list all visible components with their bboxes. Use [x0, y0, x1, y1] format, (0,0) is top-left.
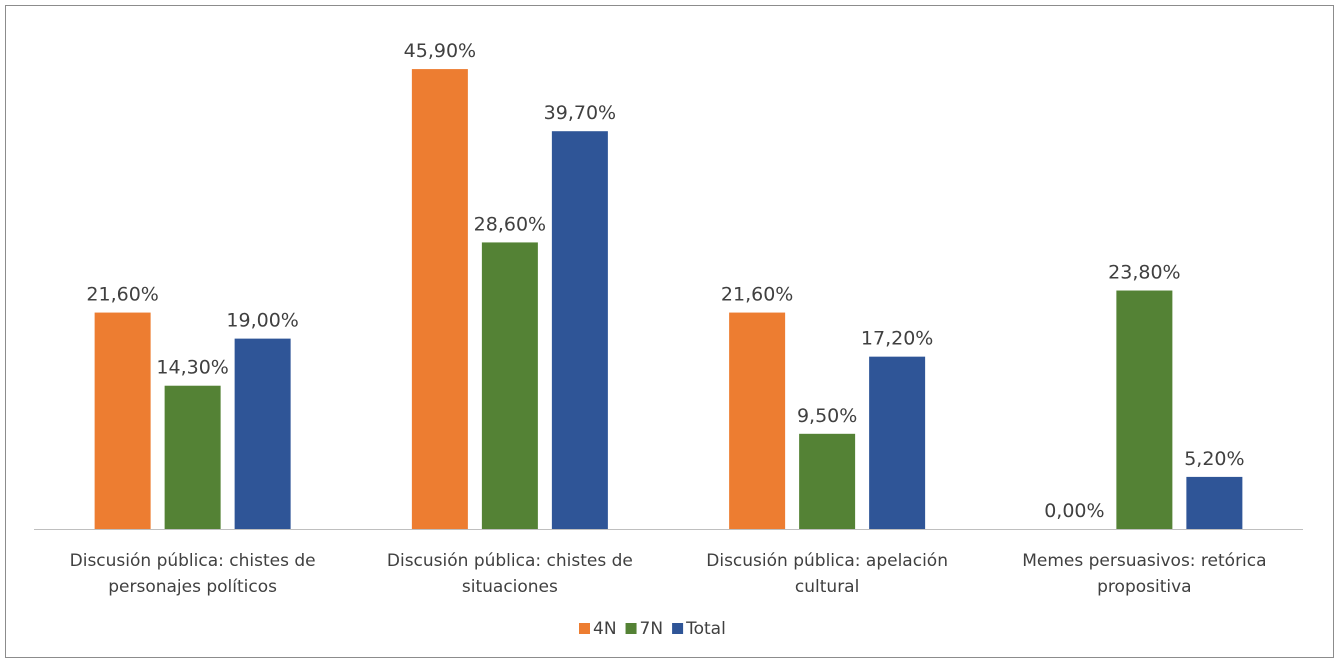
bar-7n-4	[1116, 290, 1173, 529]
category-label-3-line-1: Discusión pública: apelación	[706, 551, 948, 571]
bars-group	[94, 69, 1243, 530]
bar-7n-3	[799, 433, 856, 529]
data-label-4n-2: 45,90%	[404, 40, 476, 62]
bar-4n-2	[411, 69, 468, 529]
bar-total-4	[1186, 476, 1243, 529]
data-label-7n-4: 23,80%	[1108, 262, 1180, 284]
data-labels-group: 21,60% 45,90% 21,60% 0,00% 14,30% 28,60% 9,50%…	[86, 40, 1244, 522]
data-label-4n-1: 21,60%	[86, 284, 158, 306]
data-label-total-2: 39,70%	[544, 102, 616, 124]
category-labels-group: Discusión pública: chistes de personajes …	[70, 551, 1267, 597]
data-label-total-4: 5,20%	[1184, 448, 1244, 470]
data-label-total-3: 17,20%	[861, 328, 933, 350]
data-label-7n-3: 9,50%	[797, 405, 857, 427]
bar-total-1	[234, 338, 291, 529]
bar-7n-1	[164, 385, 221, 529]
legend-label-7n: 7N	[640, 619, 664, 639]
bar-total-2	[551, 131, 608, 529]
legend-swatch-4n	[579, 623, 590, 634]
category-label-1-line-1: Discusión pública: chistes de	[70, 551, 316, 571]
data-label-7n-2: 28,60%	[474, 213, 546, 235]
data-label-4n-3: 21,60%	[721, 284, 793, 306]
category-label-3-line-2: cultural	[795, 577, 859, 597]
legend-label-4n: 4N	[593, 619, 617, 639]
category-label-2-line-2: situaciones	[462, 577, 558, 597]
bar-total-3	[869, 356, 926, 529]
category-label-1-line-2: personajes políticos	[108, 577, 277, 597]
legend-label-total: Total	[685, 619, 726, 639]
chart-frame	[5, 5, 1334, 658]
bar-4n-1	[94, 312, 151, 529]
category-label-2-line-1: Discusión pública: chistes de	[387, 551, 633, 571]
legend-swatch-7n	[625, 623, 637, 634]
data-label-7n-1: 14,30%	[156, 357, 228, 379]
legend-swatch-total	[672, 623, 684, 634]
legend: 4N 7N Total	[579, 619, 726, 639]
data-label-total-1: 19,00%	[226, 310, 298, 332]
category-label-4-line-1: Memes persuasivos: retórica	[1022, 551, 1266, 571]
data-label-4n-4: 0,00%	[1044, 500, 1104, 522]
bar-4n-3	[729, 312, 786, 529]
bar-7n-2	[481, 242, 538, 530]
category-label-4-line-2: propositiva	[1097, 577, 1191, 597]
